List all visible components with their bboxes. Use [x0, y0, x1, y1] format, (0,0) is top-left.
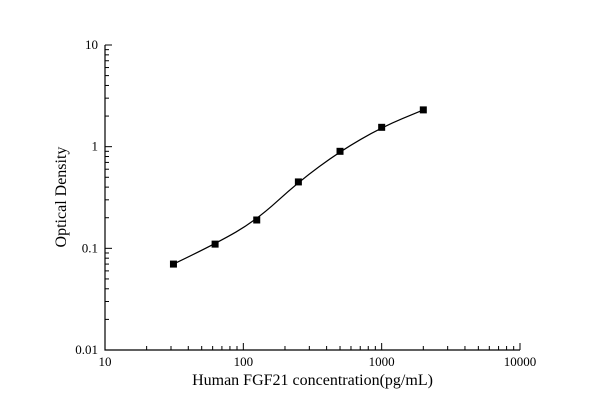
- y-axis-label: Optical Density: [53, 146, 70, 248]
- x-tick-label: 10000: [504, 354, 537, 369]
- y-tick-label: 10: [85, 37, 98, 52]
- y-tick-label: 0.1: [82, 240, 98, 255]
- axis-spines: [104, 45, 520, 351]
- data-point-marker: [419, 106, 427, 114]
- x-tick-label: 1000: [369, 354, 395, 369]
- x-tick-label: 10: [99, 354, 112, 369]
- y-tick-label: 0.01: [75, 342, 98, 357]
- data-point-marker: [253, 216, 261, 224]
- data-point-marker: [169, 260, 177, 268]
- series-line: [173, 109, 424, 265]
- data-point-marker: [378, 123, 386, 131]
- y-tick-label: 1: [92, 139, 99, 154]
- data-point-marker: [336, 147, 344, 155]
- x-axis-label: Human FGF21 concentration(pg/mL): [192, 372, 433, 389]
- data-point-marker: [211, 240, 219, 248]
- x-tick-label: 100: [234, 354, 254, 369]
- data-point-marker: [294, 178, 302, 186]
